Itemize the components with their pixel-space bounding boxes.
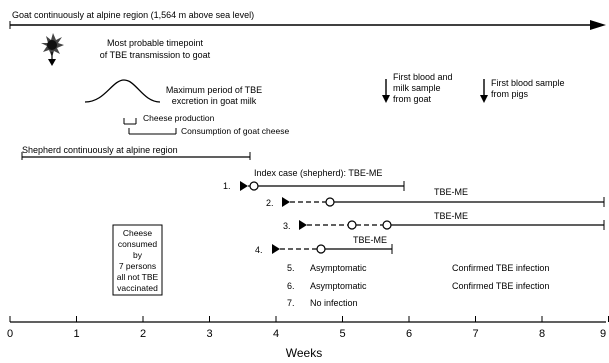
cheese-box-line-1: Cheese [123, 228, 153, 238]
excretion-curve [84, 79, 161, 103]
axis-tick-label-3: 3 [206, 328, 212, 340]
cheese-box-line-4: 7 persons [119, 261, 156, 271]
cheese-consumption-label: Consumption of goat cheese [181, 126, 289, 136]
axis-tick-label-8: 8 [539, 328, 545, 340]
outcome-6-status: Asymptomatic [310, 281, 367, 291]
first-sample-goat-line-3: from goat [393, 94, 432, 104]
outcome-5-number: 5. [287, 263, 295, 273]
case-1-label: Index case (shepherd): TBE-ME [254, 168, 382, 178]
shepherd-alpine-label: Shepherd continuously at alpine region [22, 145, 178, 155]
first-sample-pigs-line-1: First blood sample [491, 78, 565, 88]
transmission-line-1: Most probable timepoint [107, 38, 204, 48]
axis-tick-label-9: 9 [600, 328, 606, 340]
tick-icon [41, 33, 64, 66]
case-3-label: TBE-ME [434, 211, 468, 221]
case-1-number: 1. [223, 181, 231, 191]
excretion-line-1: Maximum period of TBE [166, 85, 262, 95]
first-sample-goat-arrow [382, 79, 390, 103]
case-1-timeline [240, 181, 405, 191]
case-2-number: 2. [266, 198, 274, 208]
axis-tick-label-7: 7 [472, 328, 478, 340]
outcome-5-result: Confirmed TBE infection [452, 263, 549, 273]
case-3-timeline [299, 220, 605, 230]
goat-alpine-bar [9, 20, 606, 30]
cheese-box-line-2: consumed [118, 239, 157, 249]
excretion-line-2: excretion in goat milk [172, 96, 257, 106]
shepherd-alpine-bar [21, 152, 251, 160]
outcome-5-status: Asymptomatic [310, 263, 367, 273]
first-sample-goat-line-1: First blood and [393, 72, 453, 82]
transmission-line-2: of TBE transmission to goat [100, 50, 211, 60]
axis-tick-label-5: 5 [339, 328, 345, 340]
weeks-axis-label: Weeks [286, 346, 322, 360]
first-sample-goat-line-2: milk sample [393, 83, 441, 93]
axis-tick-label-6: 6 [406, 328, 412, 340]
case-2-timeline [282, 197, 605, 207]
cheese-consumption-bracket [128, 128, 177, 135]
cheese-box-line-6: vaccinated [117, 283, 158, 293]
case-4-timeline [272, 244, 393, 254]
case-4-number: 4. [255, 245, 263, 255]
cheese-production-label: Cheese production [143, 113, 215, 123]
goat-alpine-label: Goat continuously at alpine region (1,56… [12, 10, 254, 20]
cheese-box-line-3: by [133, 250, 143, 260]
first-sample-pigs-arrow [480, 79, 488, 103]
cheese-box [112, 224, 163, 296]
axis-tick-label-0: 0 [7, 328, 13, 340]
outcome-7-status: No infection [310, 298, 358, 308]
case-4-label: TBE-ME [353, 235, 387, 245]
case-2-label: TBE-ME [434, 187, 468, 197]
outcome-7-number: 7. [287, 298, 295, 308]
weeks-axis-ticks: 0 1 2 3 4 5 6 7 8 9 [7, 316, 609, 340]
axis-tick-label-2: 2 [140, 328, 146, 340]
first-sample-pigs-line-2: from pigs [491, 89, 529, 99]
axis-tick-label-4: 4 [273, 328, 279, 340]
axis-tick-label-1: 1 [73, 328, 79, 340]
cheese-production-bracket [123, 118, 137, 125]
case-3-number: 3. [283, 221, 291, 231]
outcome-6-result: Confirmed TBE infection [452, 281, 549, 291]
outcome-6-number: 6. [287, 281, 295, 291]
cheese-box-line-5: all not TBE [117, 272, 159, 282]
